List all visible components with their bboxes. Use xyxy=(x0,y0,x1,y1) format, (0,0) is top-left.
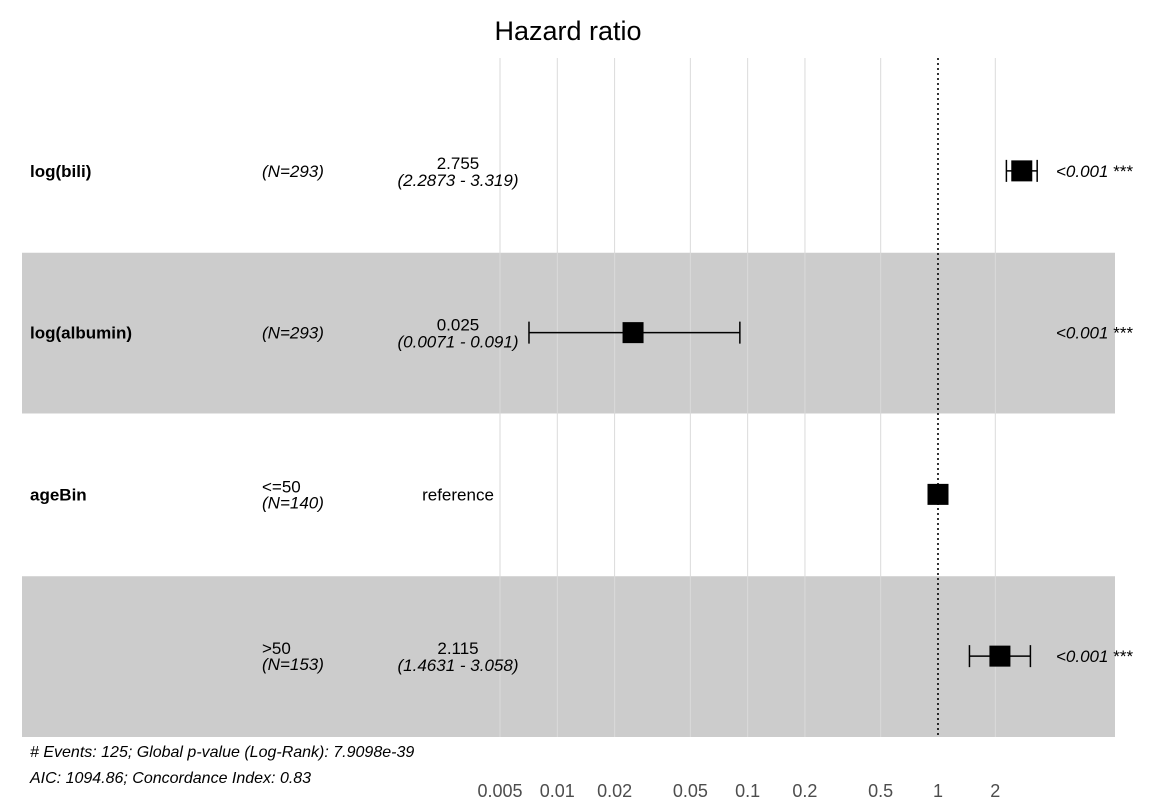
ci-label: (1.4631 - 3.058) xyxy=(398,656,519,675)
x-tick-label: 0.1 xyxy=(735,781,760,801)
hazard-ratio-point xyxy=(989,645,1011,667)
hazard-ratio-point xyxy=(622,322,644,344)
estimate-label: 2.755 xyxy=(437,154,480,173)
level-label: >50 xyxy=(262,639,291,658)
n-label: (N=140) xyxy=(262,493,324,512)
footnote-events: # Events: 125; Global p-value (Log-Rank)… xyxy=(30,744,414,761)
row-band xyxy=(22,576,1115,737)
variable-label: log(albumin) xyxy=(30,324,132,343)
x-tick-label: 0.02 xyxy=(597,781,632,801)
hazard-ratio-point xyxy=(1011,160,1033,182)
p-value-label: <0.001 *** xyxy=(1056,647,1133,666)
x-tick-label: 0.005 xyxy=(477,781,522,801)
x-tick-label: 1 xyxy=(933,781,943,801)
x-tick-label: 2 xyxy=(990,781,1000,801)
x-tick-label: 0.2 xyxy=(792,781,817,801)
footnote-aic: AIC: 1094.86; Concordance Index: 0.83 xyxy=(29,770,311,787)
variable-label: log(bili) xyxy=(30,162,91,181)
chart-title: Hazard ratio xyxy=(494,16,641,46)
variable-label: ageBin xyxy=(30,485,87,504)
ci-label: (2.2873 - 3.319) xyxy=(398,171,519,190)
estimate-label: reference xyxy=(422,485,494,504)
estimate-label: 2.115 xyxy=(437,639,478,658)
x-tick-label: 0.05 xyxy=(673,781,708,801)
p-value-label: <0.001 *** xyxy=(1056,162,1133,181)
ci-label: (0.0071 - 0.091) xyxy=(398,333,519,352)
level-label: <=50 xyxy=(262,477,301,496)
n-label: (N=153) xyxy=(262,655,324,674)
x-tick-label: 0.5 xyxy=(868,781,893,801)
estimate-label: 0.025 xyxy=(437,316,480,335)
n-label: (N=293) xyxy=(262,162,324,181)
hazard-ratio-point xyxy=(927,483,949,505)
n-label: (N=293) xyxy=(262,324,324,343)
x-tick-label: 0.01 xyxy=(540,781,575,801)
p-value-label: <0.001 *** xyxy=(1056,324,1133,343)
